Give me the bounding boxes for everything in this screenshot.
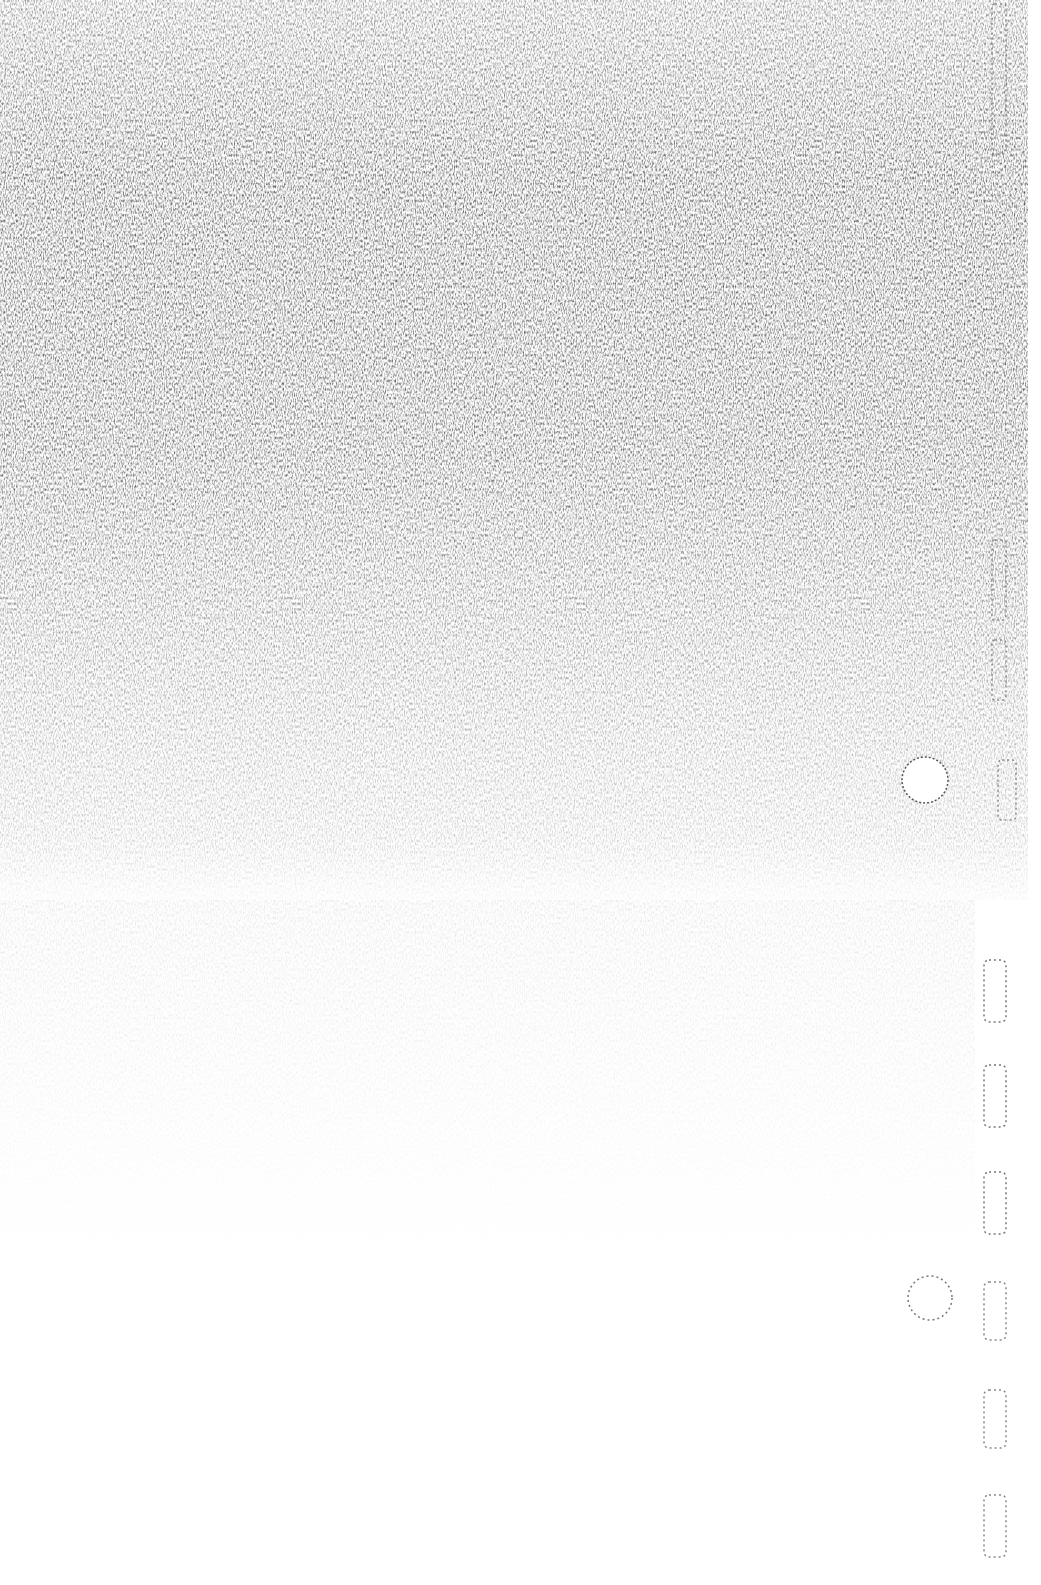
sidebar-button[interactable] xyxy=(983,1281,1007,1341)
scroll-segment xyxy=(997,759,1017,821)
scroll-segment xyxy=(991,539,1007,621)
sidebar-button[interactable] xyxy=(983,1389,1007,1449)
action-button[interactable] xyxy=(907,1275,953,1321)
scroll-segment xyxy=(991,3,1007,155)
hero-image xyxy=(0,0,1028,900)
sidebar-button[interactable] xyxy=(983,1064,1007,1128)
sidebar-button[interactable] xyxy=(983,1494,1007,1558)
sidebar-button[interactable] xyxy=(983,1171,1007,1235)
scroll-segment xyxy=(991,639,1007,701)
content-area xyxy=(0,900,975,1260)
sidebar-button[interactable] xyxy=(983,959,1007,1023)
action-button[interactable] xyxy=(901,756,949,804)
